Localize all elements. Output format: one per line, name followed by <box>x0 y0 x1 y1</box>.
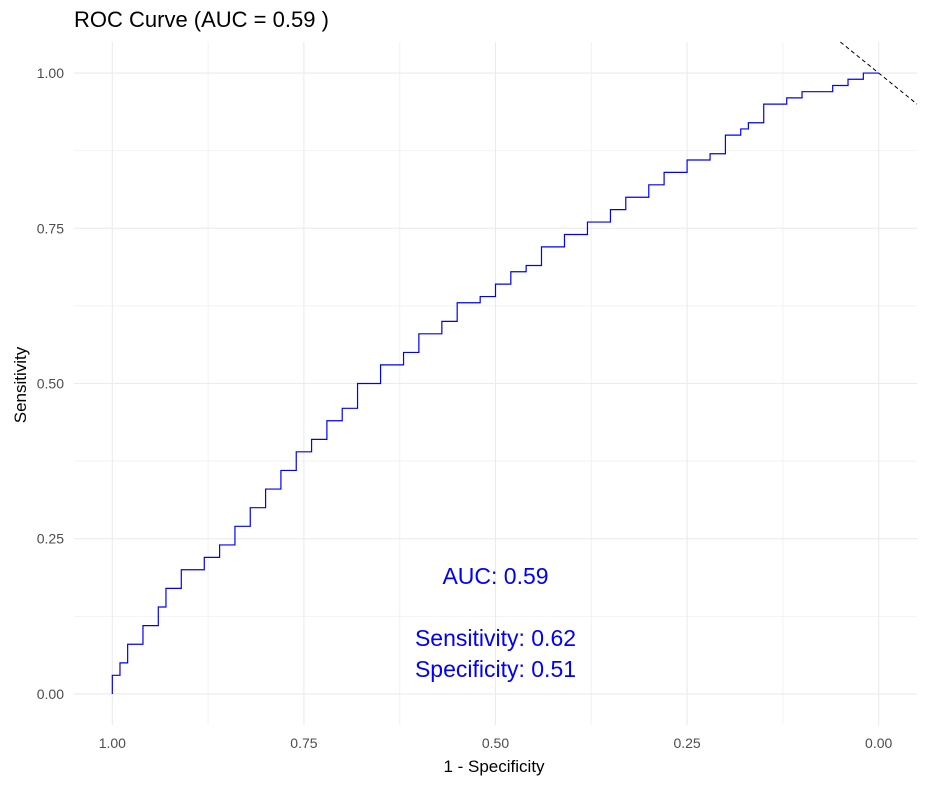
y-tick-label: 0.00 <box>37 686 64 702</box>
y-tick-label: 0.75 <box>37 220 64 236</box>
x-tick-label: 1.00 <box>99 735 126 751</box>
x-tick-label: 0.50 <box>482 735 509 751</box>
y-tick-label: 1.00 <box>37 65 64 81</box>
chart-title: ROC Curve (AUC = 0.59 ) <box>74 7 329 32</box>
roc-curve-line <box>111 72 879 694</box>
annotations: AUC: 0.59 Sensitivity: 0.62 Specificity: 0… <box>415 563 576 682</box>
grid <box>74 42 917 725</box>
y-tick-labels: 0.00 0.25 0.50 0.75 1.00 <box>37 65 64 702</box>
y-tick-label: 0.50 <box>37 376 64 392</box>
x-tick-label: 0.25 <box>673 735 700 751</box>
y-axis-title: Sensitivity <box>11 346 30 423</box>
roc-curve-group <box>111 72 879 694</box>
x-tick-labels: 1.00 0.75 0.50 0.25 0.00 <box>99 735 893 751</box>
annotation-text: AUC: 0.59 <box>442 563 548 589</box>
annotation-text: Sensitivity: 0.62 <box>415 625 576 651</box>
annotation-text: Specificity: 0.51 <box>415 656 576 682</box>
x-axis-title: 1 - Specificity <box>443 757 545 776</box>
x-tick-label: 0.00 <box>865 735 892 751</box>
x-tick-label: 0.75 <box>290 735 317 751</box>
y-tick-label: 0.25 <box>37 531 64 547</box>
